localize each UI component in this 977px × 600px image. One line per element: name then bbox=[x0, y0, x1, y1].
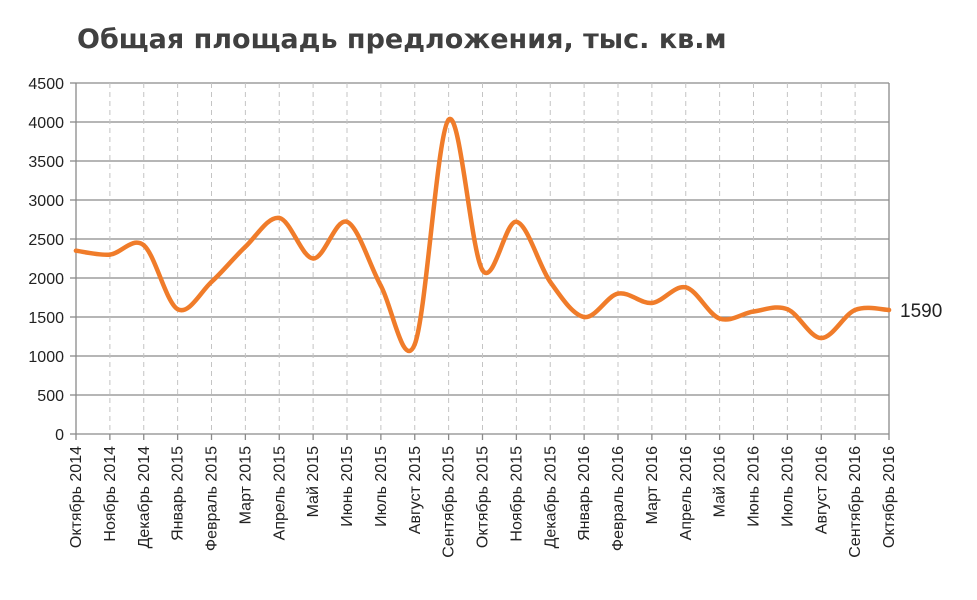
chart-title: Общая площадь предложения, тыс. кв.м bbox=[77, 24, 727, 55]
x-tick-label: Январь 2016 bbox=[576, 446, 593, 541]
x-tick-label: Июль 2016 bbox=[779, 446, 796, 527]
y-tick-label: 3000 bbox=[28, 193, 64, 210]
data-point bbox=[73, 248, 79, 253]
x-tick-label: Сентябрь 2016 bbox=[847, 446, 864, 558]
data-point bbox=[107, 252, 113, 257]
data-point bbox=[615, 291, 621, 296]
x-tick-label: Июль 2015 bbox=[373, 446, 390, 527]
data-labels: 1590 bbox=[900, 301, 942, 322]
x-tick-label: Май 2015 bbox=[305, 446, 322, 517]
data-point bbox=[378, 283, 384, 288]
x-tick-label: Январь 2015 bbox=[170, 446, 187, 541]
data-point bbox=[141, 243, 146, 248]
data-point bbox=[852, 307, 858, 313]
data-point bbox=[412, 342, 417, 347]
x-tick-label: Февраль 2015 bbox=[204, 446, 221, 551]
y-tick-label: 1500 bbox=[28, 310, 64, 327]
x-tick-label: Ноябрь 2015 bbox=[508, 446, 525, 542]
data-point bbox=[649, 300, 655, 306]
x-tick-label: Октябрь 2015 bbox=[475, 446, 492, 548]
x-tick-label: Февраль 2016 bbox=[610, 446, 627, 551]
x-axis-ticks: Октябрь 2014 Ноябрь 2014 Декабрь 2014 Январ… bbox=[68, 446, 898, 558]
x-tick-label: Ноябрь 2014 bbox=[102, 446, 119, 542]
data-point bbox=[446, 117, 451, 122]
data-point bbox=[277, 215, 282, 221]
data-point bbox=[683, 285, 688, 290]
y-tick-label: 0 bbox=[55, 427, 64, 444]
data-point bbox=[751, 309, 756, 314]
data-point bbox=[886, 307, 892, 313]
series bbox=[73, 117, 892, 354]
x-tick-label: Декабрь 2014 bbox=[136, 446, 153, 549]
x-tick-label: Сентябрь 2015 bbox=[441, 446, 458, 558]
y-tick-label: 2000 bbox=[28, 271, 64, 288]
y-tick-label: 4000 bbox=[28, 115, 64, 132]
y-tick-label: 3500 bbox=[28, 154, 64, 171]
x-tick-label: Апрель 2016 bbox=[678, 446, 695, 540]
x-tick-label: Август 2016 bbox=[813, 446, 830, 534]
x-tick-label: Октябрь 2016 bbox=[881, 446, 898, 548]
data-point bbox=[344, 219, 350, 225]
data-point bbox=[243, 244, 248, 249]
gridlines bbox=[76, 82, 890, 434]
x-tick-label: Октябрь 2014 bbox=[68, 446, 85, 548]
data-point bbox=[717, 316, 722, 321]
data-point bbox=[480, 268, 485, 273]
x-tick-label: Июнь 2016 bbox=[746, 446, 763, 527]
data-point bbox=[548, 279, 553, 285]
y-tick-label: 500 bbox=[37, 388, 64, 405]
x-tick-label: Июнь 2015 bbox=[339, 446, 356, 527]
x-tick-label: Май 2016 bbox=[712, 446, 729, 517]
axes bbox=[70, 82, 890, 440]
y-axis-ticks: 0 500 1000 1500 2000 2500 3000 3500 4000 4500 bbox=[28, 76, 64, 444]
data-point bbox=[310, 256, 316, 261]
series-line bbox=[73, 117, 892, 354]
x-tick-label: Апрель 2015 bbox=[271, 446, 288, 540]
y-tick-label: 4500 bbox=[28, 76, 64, 93]
data-point bbox=[175, 307, 180, 312]
y-tick-label: 1000 bbox=[28, 349, 64, 366]
x-tick-label: Август 2015 bbox=[407, 446, 424, 534]
data-point bbox=[581, 314, 587, 320]
x-tick-label: Март 2015 bbox=[237, 446, 254, 524]
y-tick-label: 2500 bbox=[28, 232, 64, 249]
x-tick-label: Декабрь 2015 bbox=[542, 446, 559, 549]
data-point bbox=[785, 307, 790, 312]
data-point bbox=[209, 279, 214, 285]
end-value-label: 1590 bbox=[900, 301, 942, 322]
data-point bbox=[819, 335, 824, 341]
x-tick-label: Март 2016 bbox=[644, 446, 661, 524]
data-point bbox=[514, 219, 519, 225]
